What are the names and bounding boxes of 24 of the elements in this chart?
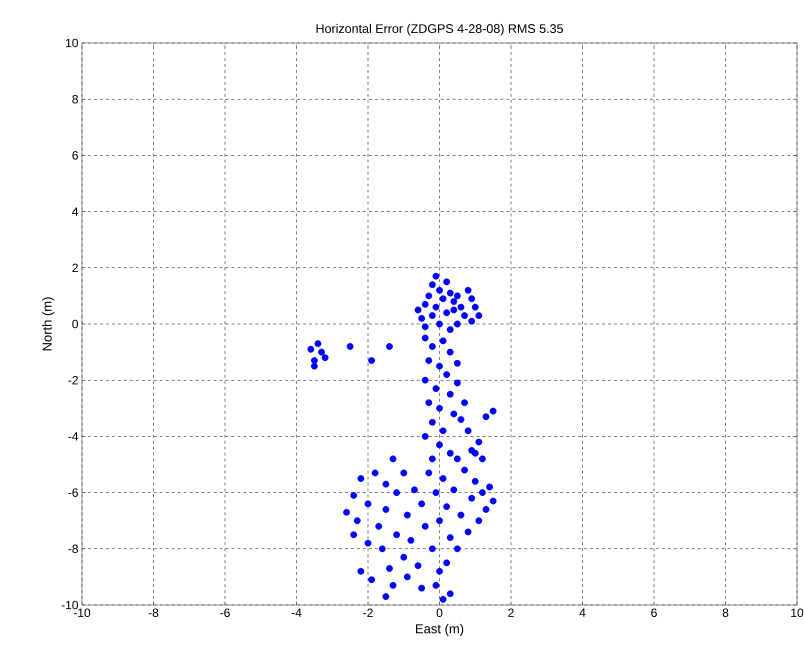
y-tick-label: -6 [68, 488, 78, 497]
x-tick-label: -4 [292, 608, 302, 617]
x-tick-label: -2 [363, 608, 373, 617]
y-tick-label: 0 [72, 320, 78, 328]
x-tick-label: 4 [579, 608, 586, 617]
x-tick-label: -8 [148, 608, 158, 618]
y-tick-label: -2 [68, 376, 78, 384]
x-tick-label: 0 [436, 608, 442, 618]
y-tick-label: 6 [72, 151, 78, 160]
y-axis-title: North (m) [42, 297, 54, 350]
chart-title: Horizontal Error (ZDGPS 4-28-08) RMS 5.35 [316, 24, 563, 36]
y-tick-label: -4 [68, 432, 78, 441]
x-axis-title: East (m) [416, 624, 464, 636]
x-tick-label: 6 [651, 608, 657, 618]
y-tick-label: -10 [62, 600, 78, 610]
y-tick-label: -8 [68, 544, 78, 554]
x-tick-label: 10 [791, 608, 804, 618]
y-tick-label: 10 [66, 38, 78, 48]
y-tick-label: 2 [72, 264, 78, 272]
y-tick-label: 8 [72, 94, 78, 104]
x-tick-label: 8 [722, 608, 728, 618]
y-tick-label: 4 [72, 207, 78, 216]
x-tick-label: 2 [508, 608, 514, 617]
x-tick-label: -6 [220, 608, 230, 618]
